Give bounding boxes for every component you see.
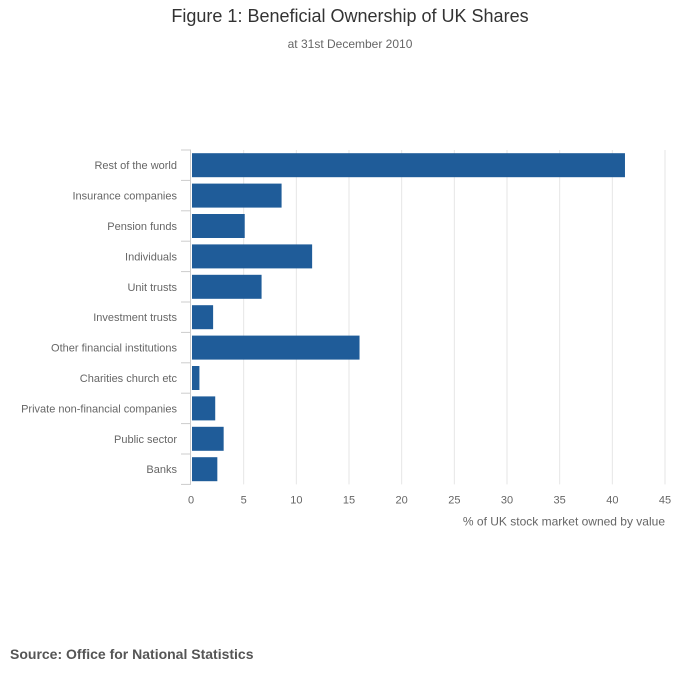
x-tick-label: 30 bbox=[501, 494, 513, 506]
category-label: Private non-financial companies bbox=[21, 403, 177, 415]
bar bbox=[192, 335, 360, 360]
category-label: Pension funds bbox=[107, 221, 177, 233]
category-label: Other financial institutions bbox=[51, 343, 177, 355]
x-tick-label: 20 bbox=[396, 494, 408, 506]
bar bbox=[192, 457, 218, 482]
x-tick-label: 5 bbox=[241, 494, 247, 506]
category-label: Insurance companies bbox=[72, 191, 177, 203]
source-note: Source: Office for National Statistics bbox=[10, 646, 254, 662]
bar-chart: Rest of the world Insurance companies Pens… bbox=[21, 149, 671, 528]
bar bbox=[192, 366, 200, 390]
x-tick-label: 45 bbox=[659, 494, 671, 506]
category-label: Investment trusts bbox=[93, 312, 177, 324]
bar bbox=[192, 183, 282, 208]
bar bbox=[192, 153, 625, 178]
category-label: Individuals bbox=[125, 251, 177, 263]
category-label: Public sector bbox=[114, 434, 177, 446]
bar bbox=[192, 214, 245, 238]
bar bbox=[192, 244, 313, 269]
x-tick-label: 10 bbox=[290, 494, 302, 506]
category-label: Charities church etc bbox=[80, 373, 178, 385]
bar bbox=[192, 396, 216, 421]
bar bbox=[192, 274, 262, 299]
x-tick-label: 0 bbox=[188, 494, 194, 506]
chart-subtitle: at 31st December 2010 bbox=[287, 37, 413, 51]
x-axis-title: % of UK stock market owned by value bbox=[463, 514, 665, 528]
category-label: Banks bbox=[146, 464, 177, 476]
x-tick-label: 40 bbox=[606, 494, 618, 506]
chart-title: Figure 1: Beneficial Ownership of UK Sha… bbox=[171, 6, 529, 26]
x-tick-label: 35 bbox=[554, 494, 566, 506]
bar bbox=[192, 305, 214, 330]
category-label: Unit trusts bbox=[127, 282, 177, 294]
x-tick-label: 25 bbox=[448, 494, 460, 506]
bar bbox=[192, 426, 224, 451]
category-label: Rest of the world bbox=[94, 160, 177, 172]
x-tick-label: 15 bbox=[343, 494, 355, 506]
